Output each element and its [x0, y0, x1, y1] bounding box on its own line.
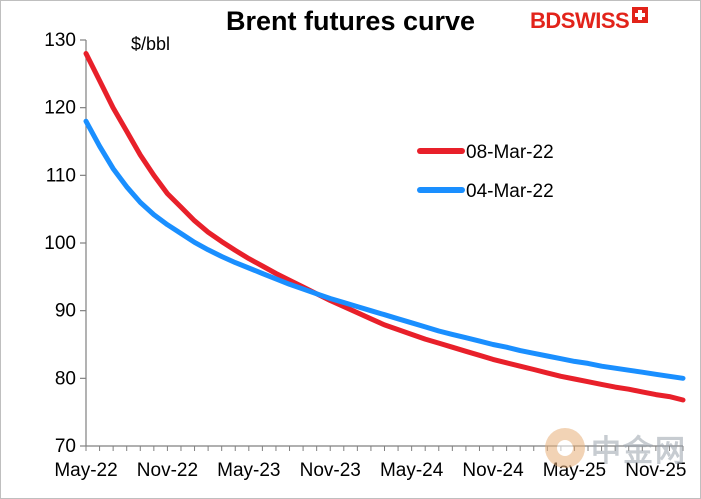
- y-unit-label: $/bbl: [131, 34, 170, 54]
- y-tick-label: 120: [44, 98, 76, 119]
- watermark-logo-icon: [545, 428, 585, 468]
- x-tick-label: Nov-25: [625, 460, 686, 481]
- y-tick-label: 70: [55, 436, 76, 457]
- x-tick-label: May-22: [54, 460, 117, 481]
- legend-label: 08-Mar-22: [466, 142, 554, 163]
- watermark: 中金网: [545, 426, 687, 470]
- y-tick-label: 130: [44, 30, 76, 51]
- x-tick-label: May-23: [217, 460, 280, 481]
- y-tick-label: 100: [44, 233, 76, 254]
- series-line-0: [83, 51, 686, 403]
- series-line-1: [83, 118, 686, 381]
- bdswiss-logo: BD SWISS: [530, 6, 649, 36]
- logo-text-swiss: SWISS: [560, 8, 630, 33]
- logo-text-bd: BD: [530, 8, 561, 33]
- x-tick-label: Nov-23: [300, 460, 361, 481]
- y-tick-label: 80: [55, 368, 76, 389]
- x-tick-label: Nov-24: [462, 460, 524, 481]
- x-tick-label: Nov-22: [137, 460, 198, 481]
- swiss-cross-icon: [632, 7, 649, 23]
- chart-title: Brent futures curve: [225, 6, 476, 36]
- x-tick-label: May-24: [380, 460, 444, 481]
- watermark-text: 中金网: [591, 434, 687, 469]
- y-tick-label: 110: [46, 165, 76, 186]
- y-tick-label: 90: [55, 301, 76, 322]
- legend-label: 04-Mar-22: [466, 181, 554, 202]
